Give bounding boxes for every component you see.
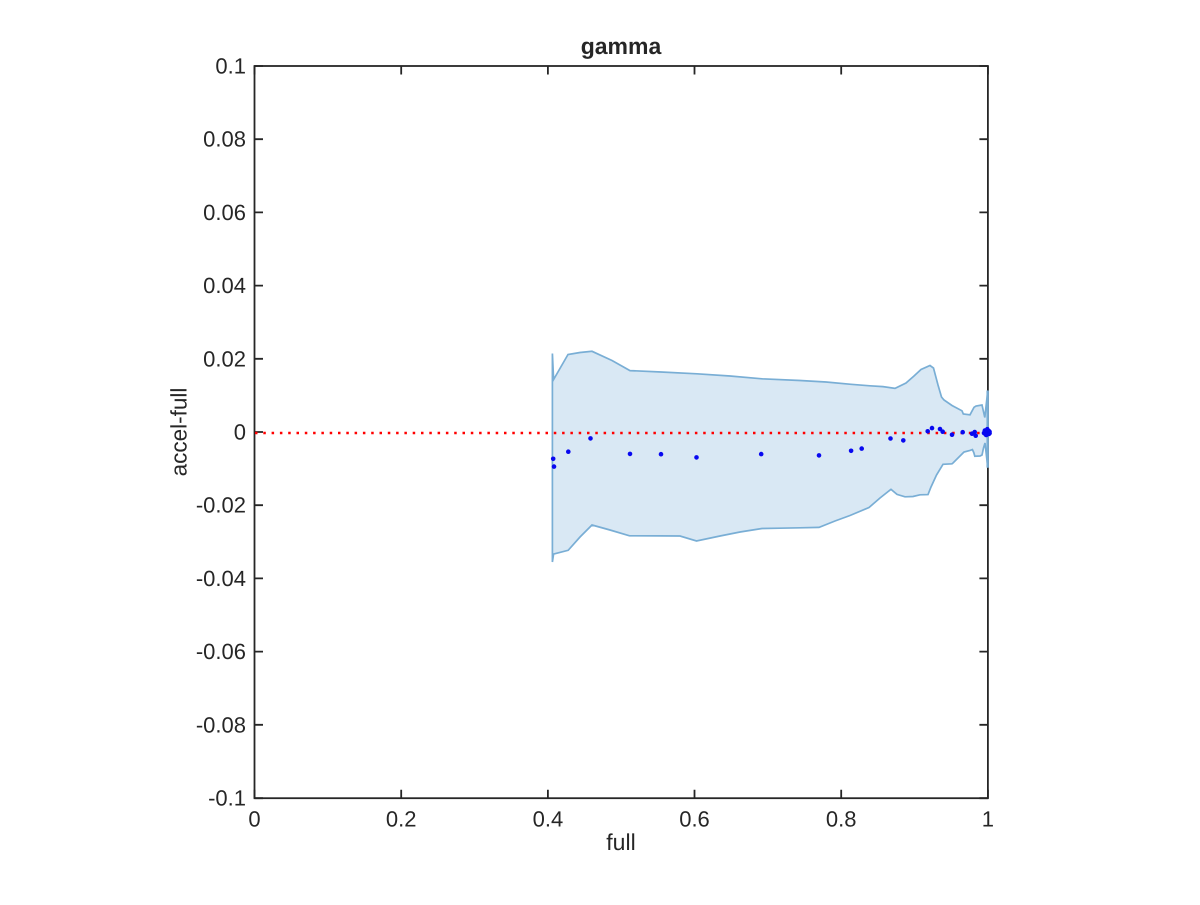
svg-text:full: full [606,829,635,855]
svg-text:0.6: 0.6 [679,807,710,832]
svg-text:-0.02: -0.02 [196,493,246,518]
svg-text:gamma: gamma [581,33,662,59]
svg-text:0.1: 0.1 [215,54,246,79]
svg-text:0.8: 0.8 [826,807,857,832]
svg-text:-0.04: -0.04 [196,566,246,591]
svg-text:0: 0 [234,420,246,445]
svg-text:0.02: 0.02 [203,346,246,371]
svg-text:accel-full: accel-full [167,388,192,477]
svg-text:1: 1 [982,807,994,832]
svg-text:0.2: 0.2 [386,807,417,832]
svg-text:-0.08: -0.08 [196,712,246,737]
svg-text:0.04: 0.04 [203,273,246,298]
svg-text:0: 0 [248,807,260,832]
svg-text:-0.1: -0.1 [208,786,246,811]
svg-text:0.08: 0.08 [203,127,246,152]
svg-text:0.06: 0.06 [203,200,246,225]
svg-text:-0.06: -0.06 [196,639,246,664]
svg-text:0.4: 0.4 [533,807,564,832]
